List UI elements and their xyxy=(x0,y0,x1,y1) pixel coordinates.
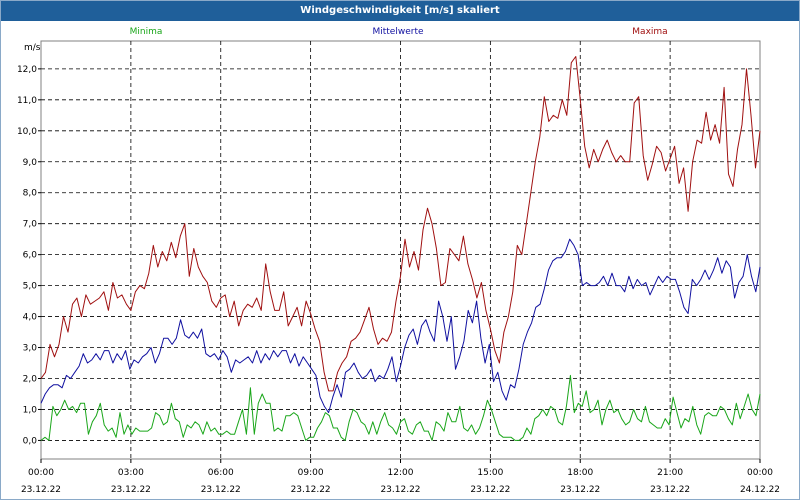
x-tick-time-label: 15:00 xyxy=(477,468,503,478)
x-tick-time-label: 00:00 xyxy=(28,468,54,478)
x-tick-date-label: 23.12.22 xyxy=(201,485,241,495)
y-tick-label: 8,0 xyxy=(23,189,38,199)
x-tick-date-label: 23.12.22 xyxy=(470,485,510,495)
legend-mittelwerte: Mittelwerte xyxy=(372,27,423,37)
wind-speed-chart: 0,0 1,0 2,0 3,0 4,0 5,0 6,0 7,0 8,0 9,0 10,0 11,0 12… xyxy=(17,27,780,495)
x-tick-date-label: 23.12.22 xyxy=(380,485,420,495)
y-axis-unit-label: m/s xyxy=(24,43,41,53)
x-tick-time-label: 03:00 xyxy=(118,468,144,478)
x-tick-time-label: 06:00 xyxy=(208,468,234,478)
y-tick-label: 12,0 xyxy=(17,65,37,75)
x-tick-time-label: 18:00 xyxy=(567,468,593,478)
chart-title: Windgeschwindigkeit [m/s] skaliert xyxy=(1,1,799,21)
series-line-maxima xyxy=(40,56,761,392)
x-tick-time-label: 09:00 xyxy=(298,468,324,478)
x-tick-time-label: 12:00 xyxy=(388,468,414,478)
series-line-mittelwerte xyxy=(40,238,761,414)
y-tick-label: 1,0 xyxy=(23,405,38,415)
series-line-minima xyxy=(40,374,761,441)
y-tick-label: 7,0 xyxy=(23,220,38,230)
legend-minima: Minima xyxy=(130,27,163,37)
x-tick-date-label: 24.12.22 xyxy=(740,485,780,495)
x-tick-time-label: 21:00 xyxy=(657,468,683,478)
plot-area xyxy=(40,40,761,460)
y-tick-label: 2,0 xyxy=(23,374,38,384)
x-tick-date-label: 23.12.22 xyxy=(21,485,61,495)
y-tick-label: 0,0 xyxy=(23,436,38,446)
x-tick-date-label: 23.12.22 xyxy=(291,485,331,495)
y-tick-label: 3,0 xyxy=(23,344,38,354)
y-tick-label: 6,0 xyxy=(23,251,38,261)
legend-maxima: Maxima xyxy=(632,27,667,37)
series-lines xyxy=(40,56,761,441)
y-tick-label: 10,0 xyxy=(17,127,37,137)
x-tick-time-label: 00:00 xyxy=(747,468,773,478)
y-tick-label: 9,0 xyxy=(23,158,38,168)
x-tick-date-label: 23.12.22 xyxy=(111,485,151,495)
y-axis-ticks: 0,0 1,0 2,0 3,0 4,0 5,0 6,0 7,0 8,0 9,0 10,0 11,0 12… xyxy=(17,65,41,446)
x-tick-date-label: 23.12.22 xyxy=(650,485,690,495)
y-tick-label: 4,0 xyxy=(23,313,38,323)
y-tick-label: 11,0 xyxy=(17,96,37,106)
y-tick-label: 5,0 xyxy=(23,282,38,292)
x-tick-date-label: 23.12.22 xyxy=(560,485,600,495)
x-axis-ticks: 00:00 23.12.22 03:00 23.12.22 06:00 23.12.22 0… xyxy=(21,459,780,495)
